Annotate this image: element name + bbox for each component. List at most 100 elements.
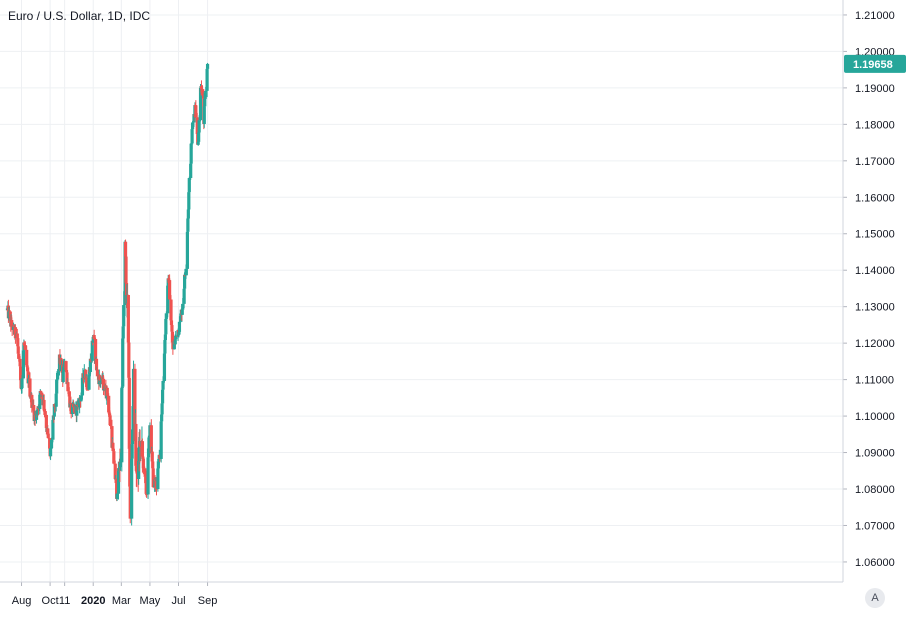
candle-down (154, 481, 158, 489)
price-tick-label: 1.16000 (855, 192, 895, 204)
candle-up (118, 462, 123, 468)
candle-down (108, 415, 112, 426)
candle-up (198, 87, 203, 121)
candle-up (102, 389, 106, 391)
candle-down (135, 470, 139, 472)
auto-scale-button[interactable]: A (865, 588, 885, 608)
last-price-label: 1.19658 (853, 59, 893, 71)
price-tick-label: 1.13000 (855, 302, 895, 314)
candle-up (61, 371, 65, 382)
time-tick-label: Sep (198, 595, 218, 607)
candle-down (95, 369, 100, 377)
candle-up (163, 334, 167, 341)
candle-down (151, 468, 155, 488)
candles (5, 62, 210, 526)
candle-up (187, 178, 191, 193)
time-tick-label: 11 (59, 595, 70, 607)
candle-down (101, 378, 106, 391)
candle-up (160, 389, 165, 404)
candle-down (126, 295, 130, 343)
price-tick-label: 1.21000 (855, 10, 895, 22)
candle-up (181, 303, 185, 310)
candle-up (121, 338, 125, 387)
price-tick-label: 1.19000 (855, 83, 895, 95)
candle-up (205, 63, 210, 69)
candle-down (111, 442, 115, 449)
candle-up (161, 380, 165, 390)
price-tick-label: 1.06000 (855, 557, 895, 569)
candle-down (144, 483, 148, 494)
candle-up (54, 393, 58, 407)
candle-down (46, 433, 50, 439)
candle-down (150, 451, 154, 462)
candle-up (90, 340, 94, 361)
candle-down (15, 333, 19, 339)
candle-down (40, 392, 44, 395)
price-tick-label: 1.15000 (855, 229, 895, 241)
candle-up (130, 458, 134, 519)
candle-down (39, 391, 43, 394)
candle-up (177, 321, 182, 332)
candle-up (184, 268, 188, 274)
candle-up (122, 305, 126, 327)
candle-down (113, 463, 117, 480)
candle-down (42, 399, 46, 409)
candle-up (163, 340, 167, 354)
candle-up (182, 274, 187, 289)
candle-down (92, 335, 96, 340)
time-tick-label: May (140, 595, 161, 607)
candle-down (43, 411, 47, 415)
candle-up (51, 419, 55, 440)
candle-up (189, 143, 193, 164)
candle-up (20, 378, 24, 388)
candle-down (94, 358, 99, 370)
candle-down (85, 389, 90, 391)
candle-down (28, 378, 32, 397)
candle-up (62, 364, 66, 372)
candle-up (164, 318, 168, 335)
candle-up (160, 403, 164, 415)
candle-down (115, 483, 119, 499)
candle-up (189, 163, 193, 179)
candle-down (46, 428, 50, 434)
candle-up (99, 380, 103, 383)
candle-up (166, 285, 170, 314)
candle-down (170, 331, 175, 343)
candle-up (203, 98, 207, 107)
candle-up (121, 326, 125, 339)
candle-down (18, 366, 23, 381)
candle-down (93, 339, 98, 364)
time-tick-label: Oct (42, 595, 59, 607)
time-tick-label: Mar (112, 595, 131, 607)
candle-down (200, 89, 205, 96)
candle-up (156, 468, 160, 489)
candle-down (134, 423, 138, 466)
candle-down (66, 382, 70, 392)
price-tick-label: 1.08000 (855, 484, 895, 496)
candle-down (154, 488, 159, 490)
candle-down (127, 342, 131, 378)
candle-down (105, 387, 109, 396)
candle-down (44, 414, 48, 429)
candle-down (30, 394, 34, 408)
candle-up (116, 468, 121, 494)
candle-down (108, 425, 113, 427)
candle-up (56, 371, 60, 373)
candle-down (194, 105, 198, 118)
candle-down (140, 441, 145, 457)
candle-up (186, 209, 190, 219)
candle-up (159, 421, 163, 459)
candle-down (17, 353, 21, 359)
candle-down (13, 327, 18, 339)
candle-up (55, 379, 59, 394)
candle-up (38, 394, 42, 410)
candle-down (168, 280, 172, 300)
candle-down (134, 465, 138, 471)
candle-down (127, 377, 131, 449)
candle-down (133, 368, 137, 442)
price-tick-label: 1.14000 (855, 265, 895, 277)
time-tick-label: 2020 (81, 595, 105, 607)
candle-down (141, 458, 145, 469)
